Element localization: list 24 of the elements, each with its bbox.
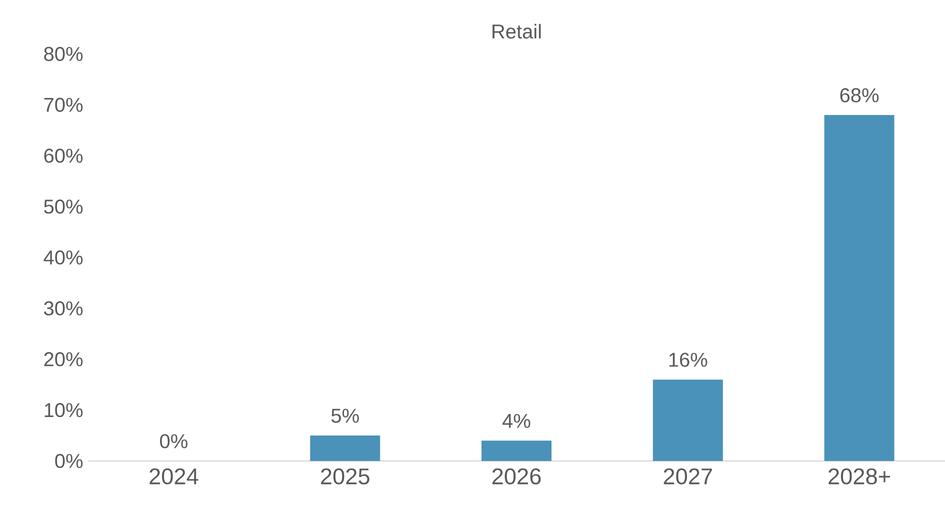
x-tick-label: 2028+ xyxy=(828,468,890,484)
y-tick-label: 40% xyxy=(44,250,83,265)
data-label: 4% xyxy=(502,414,530,428)
data-label: 0% xyxy=(160,434,188,448)
data-label: 16% xyxy=(669,352,708,367)
x-tick-label: 2024 xyxy=(150,468,198,484)
x-tick-label: 2027 xyxy=(664,468,712,484)
y-tick-label: 50% xyxy=(44,200,83,214)
y-tick-label: 20% xyxy=(44,352,83,366)
y-tick-label: 30% xyxy=(44,301,83,316)
bar xyxy=(652,380,723,461)
x-tick-label: 2025 xyxy=(321,468,370,484)
y-tick-label: 70% xyxy=(44,98,83,112)
data-label: 5% xyxy=(331,408,359,423)
bar xyxy=(482,440,552,461)
data-label: 68% xyxy=(840,88,879,102)
y-tick-label: 80% xyxy=(44,46,83,62)
chart-title: Retail xyxy=(492,24,541,39)
y-tick-label: 10% xyxy=(44,403,83,418)
y-tick-label: 0% xyxy=(55,454,83,468)
bar xyxy=(310,436,380,461)
x-tick-label: 2026 xyxy=(492,468,541,484)
bar xyxy=(824,115,894,461)
y-tick-label: 60% xyxy=(44,148,83,163)
